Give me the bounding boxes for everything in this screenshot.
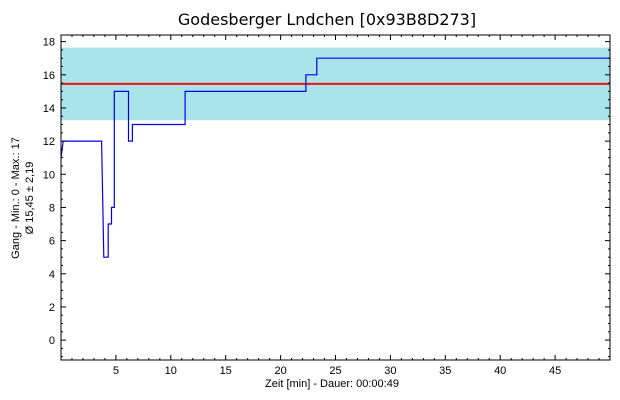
y-tick-label: 14 — [43, 103, 55, 115]
x-tick-label: 15 — [220, 365, 232, 377]
y-tick-label: 6 — [49, 236, 55, 248]
x-tick-label: 45 — [549, 365, 561, 377]
y-tick-label: 4 — [49, 269, 55, 281]
x-tick-label: 10 — [165, 365, 177, 377]
y-axis-label-line-2: Ø 15,45 ± 2,19 — [24, 162, 36, 235]
x-tick-label: 25 — [329, 365, 341, 377]
x-axis-label: Zeit [min] - Dauer: 00:00:49 — [265, 378, 399, 390]
x-tick-label: 40 — [494, 365, 506, 377]
x-tick-label: 30 — [384, 365, 396, 377]
series-line-0 — [60, 57, 610, 258]
x-tick-label: 5 — [113, 365, 119, 377]
y-axis-label-line-1: Gang - Min.: 0 - Max.: 17 — [10, 137, 22, 259]
y-tick-label: 0 — [49, 335, 55, 347]
chart-title: Godesberger Lndchen [0x93B8D273] — [178, 10, 476, 29]
x-tick-label: 20 — [274, 365, 286, 377]
y-tick-label: 18 — [43, 37, 55, 49]
plot-area — [60, 47, 610, 258]
x-tick-label: 35 — [439, 365, 451, 377]
y-tick-label: 8 — [49, 202, 55, 214]
y-tick-label: 2 — [49, 302, 55, 314]
y-tick-label: 10 — [43, 169, 55, 181]
axes: 0 2 4 6 8 10 12 14 16 18 5 10 15 20 25 30 35 40 45 — [43, 34, 611, 377]
y-tick-label: 16 — [43, 70, 55, 82]
y-tick-label: 12 — [43, 136, 55, 148]
